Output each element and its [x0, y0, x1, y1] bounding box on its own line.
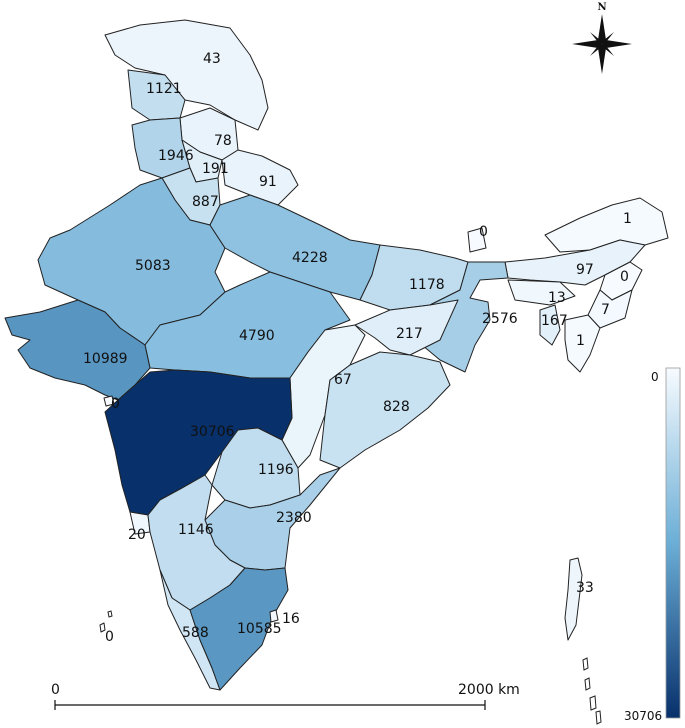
legend-color-bar [665, 367, 681, 719]
label-arunachal: 1 [623, 211, 632, 227]
region-sikkim [467, 227, 487, 253]
region-tripura [539, 304, 561, 346]
label-kerala: 588 [182, 625, 209, 641]
label-telangana: 1196 [258, 462, 294, 478]
label-andhra-pradesh: 2380 [276, 510, 312, 526]
legend-max-label: 30706 [624, 709, 662, 723]
label-andaman: 33 [576, 580, 594, 596]
label-punjab: 1946 [158, 148, 194, 164]
label-madhya-pradesh: 4790 [239, 328, 275, 344]
label-puducherry: 16 [282, 611, 300, 627]
region-odisha [319, 351, 451, 469]
region-puducherry [269, 609, 279, 623]
legend: 0 30706 [624, 367, 681, 723]
scale-bar: 0 2000 km [51, 682, 520, 710]
label-rajasthan: 5083 [135, 258, 171, 274]
label-maharashtra: 30706 [190, 424, 235, 440]
label-tamil-nadu: 10585 [237, 621, 282, 637]
region-meghalaya [507, 279, 576, 306]
label-jammu-kashmir: 43 [203, 51, 221, 67]
region-jammu-kashmir [104, 19, 269, 131]
label-punjab-north: 1121 [146, 81, 182, 97]
label-sikkim: 0 [479, 224, 488, 240]
region-tamil-nadu [189, 567, 289, 691]
region-uttarakhand [221, 149, 299, 206]
region-arunachal [544, 197, 669, 253]
label-nagaland: 0 [620, 269, 629, 285]
north-label: N [597, 2, 606, 13]
label-uttar-pradesh: 4228 [292, 250, 328, 266]
label-west-bengal: 2576 [482, 311, 518, 327]
label-haryana-north: 191 [202, 161, 229, 177]
label-haryana: 887 [192, 194, 219, 210]
label-mizoram: 1 [576, 333, 585, 349]
legend-min-label: 0 [651, 370, 659, 384]
region-andaman [564, 557, 583, 641]
label-lakshadweep: 0 [105, 629, 114, 645]
label-bihar: 1178 [409, 277, 445, 293]
label-chhattisgarh: 67 [334, 372, 352, 388]
scale-end-label: 2000 km [458, 682, 520, 698]
label-diu: 0 [111, 396, 120, 412]
islands-decoration [107, 610, 602, 725]
label-tripura: 167 [541, 313, 568, 329]
label-manipur: 7 [601, 302, 610, 318]
label-karnataka: 1146 [178, 522, 214, 538]
north-arrow-icon: N [572, 2, 632, 74]
label-jharkhand: 217 [396, 326, 423, 342]
scale-start-label: 0 [51, 682, 60, 698]
label-uttarakhand: 91 [259, 174, 277, 190]
region-mizoram [564, 314, 601, 373]
label-goa: 20 [128, 527, 146, 543]
label-odisha: 828 [383, 399, 410, 415]
region-lakshadweep [99, 622, 106, 633]
label-meghalaya: 13 [548, 290, 566, 306]
label-gujarat: 10989 [83, 351, 128, 367]
value-labels: 43 1121 78 1946 191 91 887 5083 4228 117… [83, 51, 632, 645]
label-assam: 97 [576, 262, 594, 278]
label-himachal: 78 [214, 133, 232, 149]
